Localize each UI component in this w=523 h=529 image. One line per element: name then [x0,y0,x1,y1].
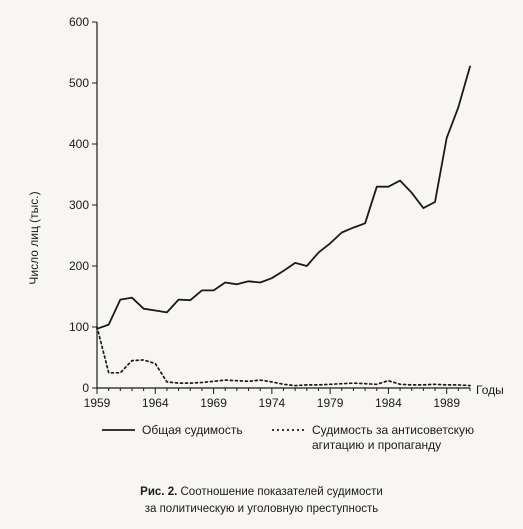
x-axis-title: Годы [476,383,504,397]
x-tick-label-1969: 1969 [200,396,227,410]
series-layer [96,65,471,387]
y-tick-label-100: 100 [69,320,89,334]
x-tick-label-1989: 1989 [433,396,460,410]
x-tick-label-1979: 1979 [317,396,344,410]
y-tick-label-300: 300 [69,198,89,212]
caption-line-1: Рис. 2. Соотношение показателей судимост… [0,484,523,501]
y-axis-title: Число лиц (тыс.) [27,191,41,284]
y-tick-label-500: 500 [69,76,89,90]
series-line-0 [96,65,471,330]
y-tick-label-0: 0 [82,381,89,395]
x-tick-label-1984: 1984 [375,396,402,410]
axes: 0 100 200 300 400 500 600 1959 1964 1969 1974 1979 1… [69,15,471,410]
y-tick-label-600: 600 [69,15,89,29]
legend-dotted-label-line2: агитацию и пропаганду [312,438,441,452]
figure-caption: Рис. 2. Соотношение показателей судимост… [0,484,523,518]
y-tick-label-400: 400 [69,137,89,151]
x-tick-label-1974: 1974 [258,396,285,410]
legend: Общая судимость Судимость за антисоветск… [102,423,474,452]
caption-line-2: за политическую и уголовную преступность [144,503,379,515]
legend-solid-label: Общая судимость [142,423,243,437]
chart: Число лиц (тыс.) Годы 0 100 200 300 400 500 60… [27,15,504,452]
caption-text-line-1: Соотношение показателей судимости [180,486,383,498]
figure-number: Рис. 2. [140,486,178,498]
series-line-1 [96,326,471,387]
x-tick-label-1964: 1964 [142,396,169,410]
y-tick-label-200: 200 [69,259,89,273]
legend-dotted-label-line1: Судимость за антисоветскую [312,423,474,437]
x-tick-label-1959: 1959 [84,396,111,410]
